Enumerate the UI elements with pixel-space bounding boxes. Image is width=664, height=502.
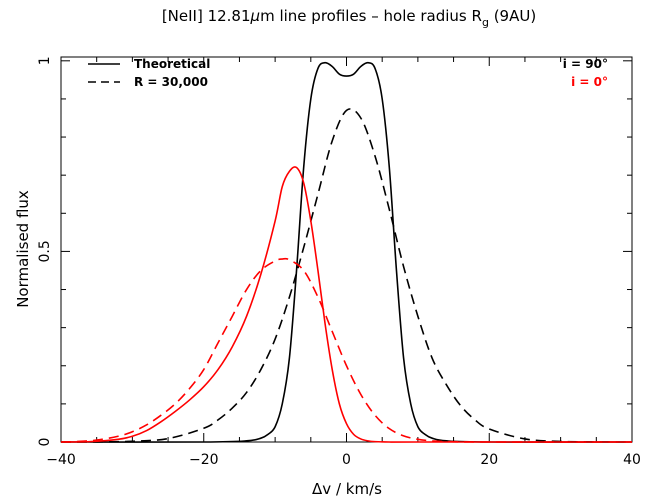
legend-linestyles: Theoretical R = 30,000 (88, 57, 210, 89)
series-line-3 (60, 257, 633, 443)
x-tick-label: 20 (480, 452, 498, 468)
legend-i0-label: i = 0° (571, 75, 608, 89)
y-axis-title: Normalised flux (14, 190, 32, 308)
x-tick-label: 40 (623, 452, 641, 468)
series-group (60, 61, 633, 443)
x-tick-label: −20 (189, 452, 219, 468)
legend-theoretical-label: Theoretical (134, 57, 210, 71)
axis-ticks (60, 57, 633, 443)
legend-r30000-label: R = 30,000 (134, 75, 208, 89)
legend-colors: i = 90° i = 0° (563, 57, 608, 89)
x-tick-label: −40 (46, 452, 76, 468)
tick-labels: −40 −20 0 20 40 0 0.5 1 (37, 56, 641, 468)
x-axis-title: Δv / km/s (312, 480, 382, 498)
series-line-0 (60, 61, 633, 443)
y-tick-label: 0 (37, 438, 53, 447)
y-tick-label: 1 (37, 56, 53, 65)
series-line-2 (60, 166, 632, 443)
chart-title: [NeII] 12.81μm line profiles – hole radi… (162, 7, 536, 29)
plot-frame (60, 56, 633, 443)
y-tick-label: 0.5 (37, 240, 53, 262)
x-tick-label: 0 (342, 452, 351, 468)
series-line-1 (60, 108, 633, 443)
legend-i90-label: i = 90° (563, 57, 608, 71)
